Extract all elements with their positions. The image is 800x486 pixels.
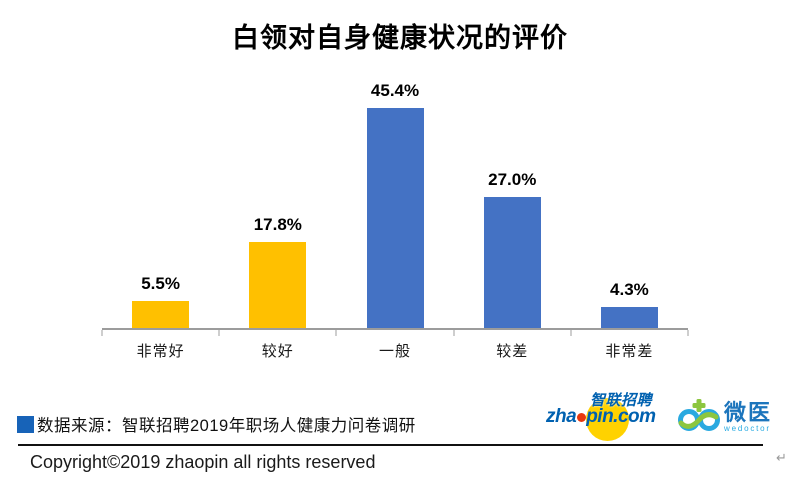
wedoctor-logo: 微医 wedoctor bbox=[676, 392, 794, 442]
bar-column: 5.5% bbox=[102, 64, 219, 328]
zhaopin-circle-icon bbox=[586, 398, 629, 441]
axis-tick bbox=[218, 330, 220, 336]
category-label: 较差 bbox=[496, 343, 529, 360]
wedoctor-text-block: 微医 wedoctor bbox=[724, 399, 773, 434]
bar bbox=[132, 301, 190, 328]
category-label: 较好 bbox=[261, 343, 294, 360]
wedoctor-cn-text: 微医 bbox=[724, 399, 773, 425]
x-axis bbox=[101, 328, 689, 336]
bar bbox=[366, 108, 424, 328]
bar bbox=[483, 197, 541, 328]
bar-value-label: 5.5% bbox=[141, 274, 180, 293]
bar-value-label: 27.0% bbox=[488, 170, 537, 189]
category-axis: 非常好 较好 一般 较差 非常差 bbox=[102, 340, 688, 361]
category-label: 一般 bbox=[379, 343, 412, 360]
source-text: 数据来源：智联招聘2019年职场人健康力问卷调研 bbox=[37, 417, 416, 435]
zhaopin-cn-text: 智联招聘 bbox=[590, 392, 653, 409]
bar-chart: 5.5% 17.8% 45.4% 27.0% 4.3% 非常好 较好 一般 较差 非常差 bbox=[101, 64, 689, 361]
chart-title: 白领对自身健康状况的评价 bbox=[232, 23, 568, 53]
wedoctor-en-text: wedoctor bbox=[724, 424, 771, 434]
zhaopin-wordmark-prefix: zha bbox=[546, 406, 577, 427]
source-legend-square bbox=[17, 415, 34, 433]
axis-tick bbox=[101, 330, 103, 336]
axis-tick bbox=[570, 330, 572, 336]
bar-value-label: 4.3% bbox=[610, 280, 649, 299]
bar-column: 4.3% bbox=[571, 64, 688, 328]
source-row: 数据来源：智联招聘2019年职场人健康力问卷调研 bbox=[17, 412, 416, 436]
bar-column: 45.4% bbox=[336, 64, 453, 328]
bar-value-label: 17.8% bbox=[253, 215, 302, 234]
bar-column: 27.0% bbox=[454, 64, 571, 328]
axis-tick bbox=[453, 330, 455, 336]
footer-divider bbox=[18, 444, 763, 446]
zhaopin-wordmark: zha pin.com bbox=[546, 406, 656, 428]
bar bbox=[600, 307, 658, 328]
wedoctor-infinity-icon bbox=[678, 399, 720, 431]
zhaopin-wordmark-suffix: pin.com bbox=[586, 406, 656, 427]
bar bbox=[249, 242, 307, 328]
zhaopin-dot-icon bbox=[576, 413, 586, 422]
axis-tick bbox=[687, 330, 689, 336]
zhaopin-logo: 智联招聘 zha pin.com bbox=[546, 389, 674, 443]
bar-column: 17.8% bbox=[219, 64, 336, 328]
copyright-text: Copyright©2019 zhaopin all rights reserv… bbox=[30, 452, 376, 472]
plot-area: 5.5% 17.8% 45.4% 27.0% 4.3% bbox=[102, 64, 688, 328]
category-label: 非常好 bbox=[136, 343, 185, 360]
category-label: 非常差 bbox=[605, 343, 654, 360]
bar-value-label: 45.4% bbox=[370, 81, 420, 100]
return-mark: ↵ bbox=[776, 450, 787, 465]
axis-tick bbox=[335, 330, 337, 336]
